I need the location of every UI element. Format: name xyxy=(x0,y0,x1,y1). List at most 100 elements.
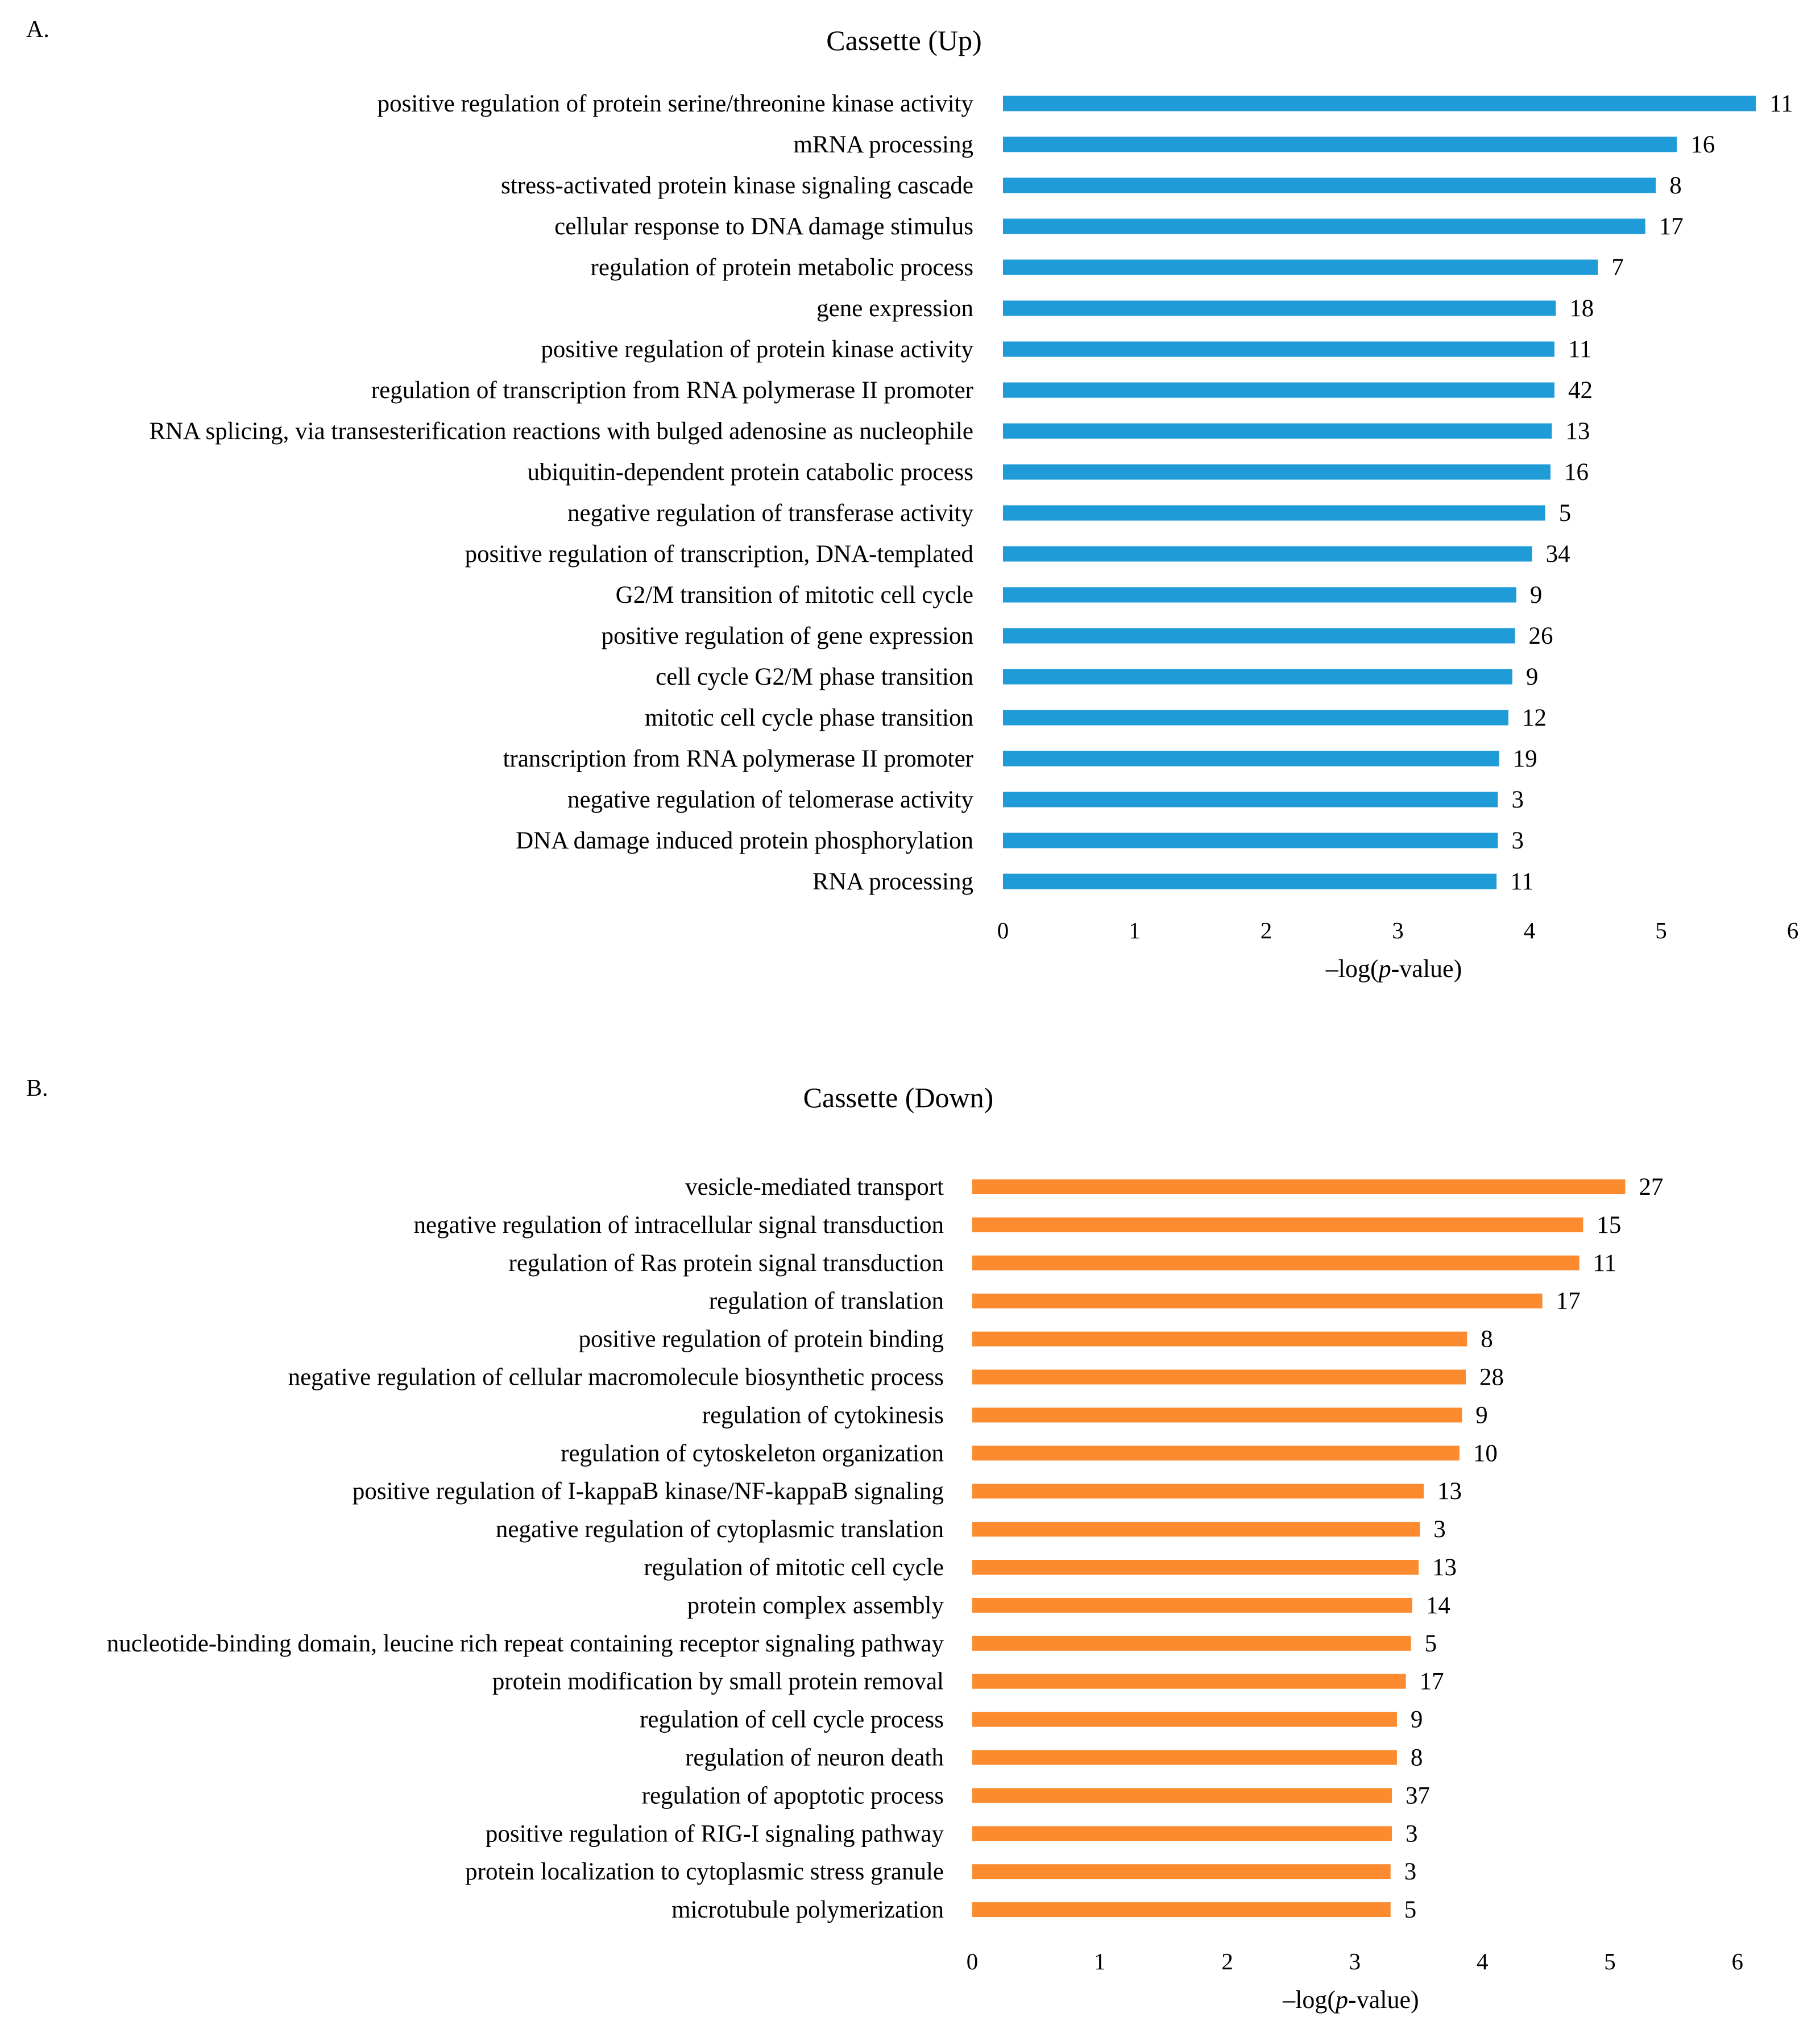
category-label-down-18: protein localization to cytoplasmic stre… xyxy=(465,1858,944,1885)
x-axis-title-down-prefix: –log( xyxy=(1282,1986,1336,2014)
data-label-down-8: 13 xyxy=(1437,1478,1462,1505)
category-label-down-11: protein complex assembly xyxy=(687,1592,944,1619)
chart-down-title: Cassette (Down) xyxy=(803,1082,994,1113)
category-label-up-12: G2/M transition of mitotic cell cycle xyxy=(616,582,973,608)
data-label-down-3: 17 xyxy=(1556,1288,1581,1315)
bar-down-10 xyxy=(972,1560,1419,1575)
data-label-up-3: 17 xyxy=(1659,213,1684,240)
bar-up-18 xyxy=(1003,833,1498,848)
bar-up-4 xyxy=(1003,259,1598,275)
panel-a-letter: A. xyxy=(26,16,49,43)
data-label-up-11: 34 xyxy=(1546,541,1570,568)
bar-down-18 xyxy=(972,1864,1391,1879)
data-label-up-19: 11 xyxy=(1510,868,1533,895)
data-label-up-18: 3 xyxy=(1511,827,1524,854)
data-label-down-1: 15 xyxy=(1597,1212,1621,1239)
x-axis-title-down-italic: p xyxy=(1334,1986,1348,2014)
x-tick-label-down-5: 5 xyxy=(1604,1948,1616,1974)
category-label-down-19: microtubule polymerization xyxy=(671,1897,944,1923)
bar-down-11 xyxy=(972,1597,1412,1613)
x-tick-label-up-0: 0 xyxy=(997,917,1009,943)
data-label-up-14: 9 xyxy=(1526,664,1539,690)
x-tick-label-up-2: 2 xyxy=(1261,917,1272,943)
bar-down-7 xyxy=(972,1446,1460,1461)
data-label-up-12: 9 xyxy=(1530,582,1543,608)
bar-down-19 xyxy=(972,1902,1391,1918)
data-label-up-10: 5 xyxy=(1559,500,1572,527)
data-label-down-13: 17 xyxy=(1420,1668,1444,1695)
x-tick-label-up-4: 4 xyxy=(1524,917,1536,943)
data-label-down-9: 3 xyxy=(1433,1516,1446,1543)
category-label-up-9: ubiquitin-dependent protein catabolic pr… xyxy=(528,459,974,486)
bar-down-14 xyxy=(972,1712,1397,1727)
bar-up-10 xyxy=(1003,505,1545,521)
x-axis-title-up: –log(p-value) xyxy=(1325,955,1462,983)
bar-up-3 xyxy=(1003,218,1645,234)
category-label-down-15: regulation of neuron death xyxy=(685,1745,944,1771)
data-label-up-1: 16 xyxy=(1690,131,1715,158)
category-label-down-14: regulation of cell cycle process xyxy=(640,1707,944,1733)
x-tick-label-down-6: 6 xyxy=(1732,1948,1744,1974)
category-label-up-3: cellular response to DNA damage stimulus xyxy=(554,213,973,240)
data-label-up-16: 19 xyxy=(1513,746,1537,772)
data-label-down-10: 13 xyxy=(1432,1554,1457,1581)
category-label-down-5: negative regulation of cellular macromol… xyxy=(288,1364,944,1391)
bar-down-3 xyxy=(972,1293,1543,1309)
data-label-down-5: 28 xyxy=(1479,1364,1504,1391)
category-label-up-10: negative regulation of transferase activ… xyxy=(567,500,973,527)
category-label-down-8: positive regulation of I-kappaB kinase/N… xyxy=(353,1478,944,1505)
x-axis-title-down: –log(p-value) xyxy=(1282,1986,1419,2014)
data-label-down-2: 11 xyxy=(1593,1250,1616,1277)
category-label-up-16: transcription from RNA polymerase II pro… xyxy=(503,746,973,772)
bar-down-0 xyxy=(972,1179,1626,1194)
data-label-up-2: 8 xyxy=(1669,172,1682,199)
bar-up-16 xyxy=(1003,751,1499,767)
bar-up-14 xyxy=(1003,669,1512,685)
data-label-down-14: 9 xyxy=(1411,1707,1423,1733)
category-label-up-15: mitotic cell cycle phase transition xyxy=(645,705,973,731)
bar-up-12 xyxy=(1003,587,1516,603)
data-label-up-4: 7 xyxy=(1611,254,1624,281)
category-label-down-2: regulation of Ras protein signal transdu… xyxy=(509,1250,944,1277)
category-label-up-2: stress-activated protein kinase signalin… xyxy=(501,172,973,199)
bar-down-4 xyxy=(972,1331,1467,1347)
bar-down-5 xyxy=(972,1369,1466,1385)
x-axis-title-down-suffix: -value) xyxy=(1348,1986,1419,2014)
data-label-down-4: 8 xyxy=(1481,1326,1493,1353)
x-tick-label-up-6: 6 xyxy=(1787,917,1799,943)
category-label-up-7: regulation of transcription from RNA pol… xyxy=(371,377,973,404)
bar-up-15 xyxy=(1003,710,1508,726)
bar-up-6 xyxy=(1003,341,1554,357)
bar-up-19 xyxy=(1003,873,1497,889)
x-tick-label-down-4: 4 xyxy=(1477,1948,1489,1974)
category-label-up-6: positive regulation of protein kinase ac… xyxy=(541,336,973,363)
data-label-down-0: 27 xyxy=(1639,1174,1663,1200)
category-label-down-9: negative regulation of cytoplasmic trans… xyxy=(496,1516,944,1543)
category-label-down-10: regulation of mitotic cell cycle xyxy=(644,1554,944,1581)
data-label-down-16: 37 xyxy=(1406,1782,1430,1809)
data-label-up-6: 11 xyxy=(1568,336,1591,363)
category-label-up-8: RNA splicing, via transesterification re… xyxy=(149,418,973,445)
category-label-up-13: positive regulation of gene expression xyxy=(602,623,973,649)
data-label-up-8: 13 xyxy=(1565,418,1590,445)
x-tick-label-down-2: 2 xyxy=(1221,1948,1233,1974)
bar-down-13 xyxy=(972,1674,1406,1689)
category-label-down-12: nucleotide-binding domain, leucine rich … xyxy=(107,1630,944,1657)
data-label-down-12: 5 xyxy=(1425,1630,1437,1657)
bar-down-6 xyxy=(972,1407,1462,1423)
bar-up-9 xyxy=(1003,464,1551,480)
bar-down-1 xyxy=(972,1217,1583,1232)
bar-up-5 xyxy=(1003,300,1556,316)
category-label-down-3: regulation of translation xyxy=(709,1288,944,1315)
data-label-down-17: 3 xyxy=(1406,1820,1418,1847)
bar-up-0 xyxy=(1003,96,1756,111)
data-label-up-13: 26 xyxy=(1529,623,1553,649)
bar-down-16 xyxy=(972,1788,1392,1803)
bar-up-8 xyxy=(1003,423,1552,439)
category-label-down-17: positive regulation of RIG-I signaling p… xyxy=(486,1820,944,1847)
bar-down-15 xyxy=(972,1750,1397,1765)
x-tick-label-down-1: 1 xyxy=(1094,1948,1106,1974)
data-label-up-5: 18 xyxy=(1569,295,1594,322)
category-label-up-0: positive regulation of protein serine/th… xyxy=(378,90,974,117)
